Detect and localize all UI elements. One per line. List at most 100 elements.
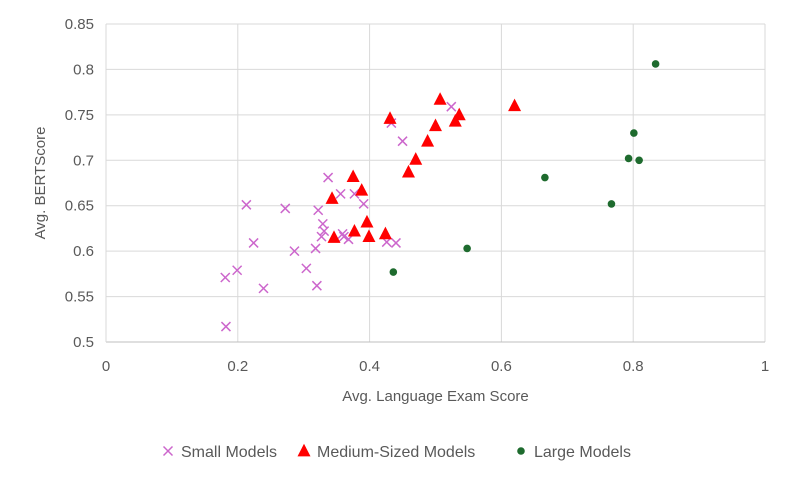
marker-stroke <box>162 445 174 457</box>
data-point <box>319 226 330 237</box>
x-tick-label: 1 <box>761 358 769 375</box>
y-tick-label: 0.7 <box>73 152 94 169</box>
marker-stroke <box>232 265 243 276</box>
data-point <box>624 154 633 163</box>
data-point <box>358 198 369 209</box>
data-point <box>327 230 341 243</box>
data-point <box>355 183 369 196</box>
legend-label: Small Models <box>181 444 277 461</box>
y-tick-label: 0.8 <box>73 61 94 78</box>
data-point <box>378 226 392 240</box>
data-point <box>347 223 361 237</box>
data-point <box>311 280 322 291</box>
data-point <box>280 203 291 214</box>
marker-stroke <box>313 205 324 216</box>
data-point <box>323 172 334 183</box>
y-tick-label: 0.75 <box>65 107 94 124</box>
marker-stroke <box>280 203 291 214</box>
grid-lines <box>106 23 766 342</box>
data-point <box>220 321 231 332</box>
data-point <box>401 164 415 178</box>
y-tick-label: 0.5 <box>73 334 94 351</box>
data-point <box>607 200 616 208</box>
data-point <box>338 231 349 242</box>
marker-stroke <box>301 263 312 274</box>
marker-stroke <box>289 246 300 257</box>
legend-label: Large Models <box>534 444 631 461</box>
data-point <box>433 92 447 105</box>
y-axis-title: Avg. BERTScore <box>32 127 49 240</box>
data-point <box>390 237 401 248</box>
data-point <box>508 98 522 112</box>
marker-stroke <box>248 237 259 248</box>
marker-stroke <box>337 228 348 239</box>
data-point <box>630 129 638 137</box>
legend-item: Small Models <box>162 444 277 461</box>
data-point <box>635 156 643 165</box>
data-point <box>313 205 324 216</box>
x-tick-label: 0.4 <box>359 358 380 375</box>
data-point <box>383 111 397 124</box>
marker-stroke <box>220 321 231 332</box>
data-point <box>346 169 360 183</box>
data-point <box>316 231 327 242</box>
marker-stroke <box>310 243 321 254</box>
marker-stroke <box>338 231 349 242</box>
series-large-models <box>389 60 660 276</box>
series-medium-sized-models <box>325 92 522 243</box>
legend: Small Models Medium-Sized Models Large Mod… <box>162 443 631 461</box>
marker-stroke <box>316 231 327 242</box>
marker-stroke <box>390 237 401 248</box>
y-tick-label: 0.6 <box>73 243 94 260</box>
data-point <box>452 107 466 121</box>
y-tick-label: 0.85 <box>65 16 94 33</box>
data-point <box>446 101 457 112</box>
data-point <box>389 268 398 276</box>
data-point <box>258 283 269 294</box>
data-point <box>241 199 252 210</box>
data-point <box>409 152 423 165</box>
data-point <box>289 246 300 257</box>
data-point <box>301 263 312 274</box>
y-tick-label: 0.65 <box>65 198 94 215</box>
marker-stroke <box>258 283 269 294</box>
data-point <box>310 243 321 254</box>
data-point <box>349 188 360 199</box>
data-point <box>360 214 374 228</box>
legend-marker <box>517 447 525 455</box>
axes <box>105 24 765 343</box>
data-point <box>325 191 339 204</box>
tick-labels: 0.5 0.55 0.6 0.65 0.7 0.75 0.8 0.85 0 0.2 0.4 0.6 0.… <box>65 16 769 375</box>
data-point <box>397 136 408 147</box>
y-tick-label: 0.55 <box>65 289 94 306</box>
data-point <box>335 188 346 199</box>
legend-marker <box>162 445 174 457</box>
legend-item: Large Models <box>517 444 631 461</box>
legend-item: Medium-Sized Models <box>297 443 475 461</box>
marker-stroke <box>241 199 252 210</box>
marker-stroke <box>397 136 408 147</box>
x-tick-label: 0.2 <box>227 358 248 375</box>
legend-label: Medium-Sized Models <box>317 444 475 461</box>
marker-stroke <box>323 172 334 183</box>
data-point <box>651 60 660 68</box>
data-point <box>232 265 243 276</box>
marker-stroke <box>349 188 360 199</box>
marker-stroke <box>335 188 346 199</box>
data-point <box>362 229 376 243</box>
data-point <box>421 134 435 147</box>
x-tick-label: 0 <box>102 358 110 375</box>
marker-stroke <box>358 198 369 209</box>
marker-stroke <box>311 280 322 291</box>
marker-stroke <box>446 101 457 112</box>
x-tick-label: 0.8 <box>623 358 644 375</box>
data-point <box>448 114 462 127</box>
data-point <box>463 244 471 253</box>
data-point <box>429 118 442 132</box>
data-point <box>248 237 259 248</box>
data-series <box>220 60 660 332</box>
marker-stroke <box>220 272 231 283</box>
data-point <box>220 272 231 283</box>
data-point <box>541 173 549 182</box>
